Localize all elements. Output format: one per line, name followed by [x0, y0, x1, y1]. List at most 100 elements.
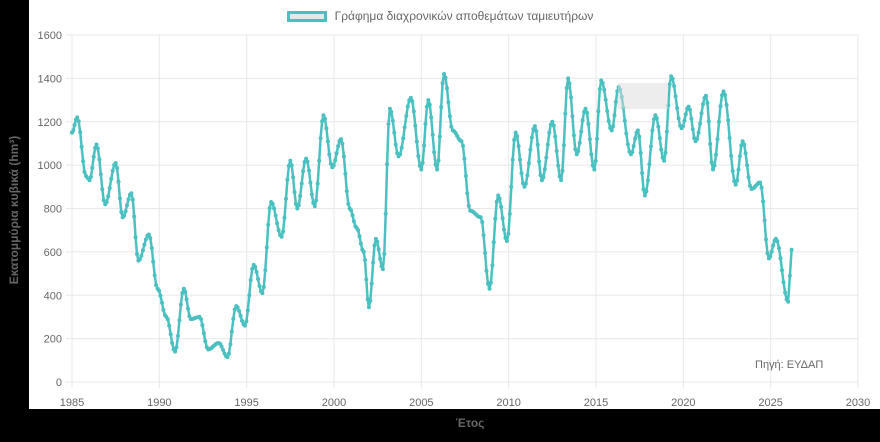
data-point[interactable] — [592, 167, 597, 172]
data-point[interactable] — [331, 163, 336, 168]
data-point[interactable] — [351, 219, 356, 224]
data-point[interactable] — [654, 116, 659, 121]
data-point[interactable] — [71, 128, 76, 133]
data-point[interactable] — [559, 178, 564, 183]
data-point[interactable] — [771, 243, 776, 248]
data-point[interactable] — [298, 194, 303, 198]
data-point[interactable] — [248, 278, 253, 283]
data-point[interactable] — [350, 213, 355, 218]
data-point[interactable] — [566, 76, 571, 81]
data-point[interactable] — [580, 118, 585, 123]
data-point[interactable] — [528, 147, 533, 152]
data-point[interactable] — [100, 187, 105, 192]
data-point[interactable] — [358, 241, 363, 246]
data-point[interactable] — [176, 333, 180, 338]
data-point[interactable] — [742, 142, 747, 147]
data-point[interactable] — [496, 193, 501, 198]
data-point[interactable] — [717, 119, 721, 124]
data-point[interactable] — [542, 167, 547, 172]
data-point[interactable] — [317, 158, 322, 163]
data-point[interactable] — [142, 242, 147, 247]
data-point[interactable] — [129, 191, 134, 196]
data-point[interactable] — [509, 184, 514, 189]
data-point[interactable] — [706, 119, 711, 124]
legend-swatch[interactable] — [286, 10, 327, 22]
data-point[interactable] — [595, 136, 599, 141]
data-point[interactable] — [497, 196, 502, 201]
data-point[interactable] — [245, 308, 250, 313]
data-point[interactable] — [264, 245, 269, 250]
data-point[interactable] — [778, 256, 783, 261]
data-point[interactable] — [123, 209, 128, 214]
data-point[interactable] — [309, 192, 314, 197]
data-point[interactable] — [148, 236, 153, 241]
data-point[interactable] — [380, 267, 385, 272]
data-point[interactable] — [173, 349, 178, 354]
data-point[interactable] — [648, 144, 653, 149]
data-point[interactable] — [602, 87, 607, 92]
data-point[interactable] — [502, 227, 506, 232]
data-point[interactable] — [656, 124, 661, 129]
data-point[interactable] — [340, 141, 345, 146]
data-point[interactable] — [743, 151, 748, 156]
data-point[interactable] — [642, 193, 647, 198]
data-point[interactable] — [520, 181, 525, 186]
data-point[interactable] — [480, 220, 485, 224]
data-point[interactable] — [304, 156, 309, 161]
data-point[interactable] — [308, 180, 313, 185]
data-point[interactable] — [177, 318, 182, 323]
data-point[interactable] — [311, 201, 316, 206]
data-point[interactable] — [600, 81, 605, 85]
data-point[interactable] — [88, 174, 93, 179]
data-point[interactable] — [371, 260, 376, 265]
data-point[interactable] — [422, 143, 427, 148]
data-point[interactable] — [698, 121, 703, 126]
data-point[interactable] — [301, 169, 306, 174]
data-point[interactable] — [761, 199, 766, 204]
data-point[interactable] — [516, 144, 521, 149]
data-point[interactable] — [640, 171, 645, 175]
data-point[interactable] — [730, 169, 735, 173]
data-point[interactable] — [393, 142, 398, 147]
data-point[interactable] — [484, 268, 489, 273]
data-point[interactable] — [541, 175, 546, 180]
data-point[interactable] — [253, 264, 258, 269]
data-point[interactable] — [343, 171, 348, 176]
data-point[interactable] — [133, 235, 138, 240]
data-point[interactable] — [299, 181, 304, 186]
data-point[interactable] — [235, 305, 240, 310]
data-point[interactable] — [783, 290, 788, 295]
data-point[interactable] — [491, 240, 496, 245]
data-point[interactable] — [576, 149, 581, 154]
data-point[interactable] — [650, 128, 655, 133]
data-point[interactable] — [775, 239, 780, 244]
data-point[interactable] — [571, 133, 576, 138]
data-point[interactable] — [645, 178, 650, 183]
data-point[interactable] — [386, 122, 391, 127]
data-point[interactable] — [157, 288, 161, 293]
data-point[interactable] — [160, 300, 164, 305]
data-point[interactable] — [261, 285, 266, 289]
data-point[interactable] — [759, 185, 764, 190]
data-point[interactable] — [295, 206, 300, 211]
data-point[interactable] — [711, 167, 715, 172]
data-point[interactable] — [404, 114, 409, 118]
data-point[interactable] — [267, 206, 272, 211]
data-point[interactable] — [390, 118, 395, 123]
data-point[interactable] — [544, 155, 549, 160]
data-point[interactable] — [720, 93, 724, 98]
data-point[interactable] — [446, 100, 451, 105]
data-point[interactable] — [284, 196, 288, 201]
data-point[interactable] — [378, 256, 383, 261]
data-point[interactable] — [398, 152, 403, 157]
data-point[interactable] — [567, 81, 572, 86]
data-point[interactable] — [550, 119, 555, 124]
data-point[interactable] — [109, 177, 114, 181]
data-point[interactable] — [260, 291, 265, 296]
data-point[interactable] — [203, 339, 208, 344]
data-point[interactable] — [673, 94, 678, 99]
data-point[interactable] — [219, 344, 224, 349]
data-point[interactable] — [152, 273, 157, 278]
data-point[interactable] — [279, 234, 284, 239]
data-point[interactable] — [275, 221, 280, 226]
